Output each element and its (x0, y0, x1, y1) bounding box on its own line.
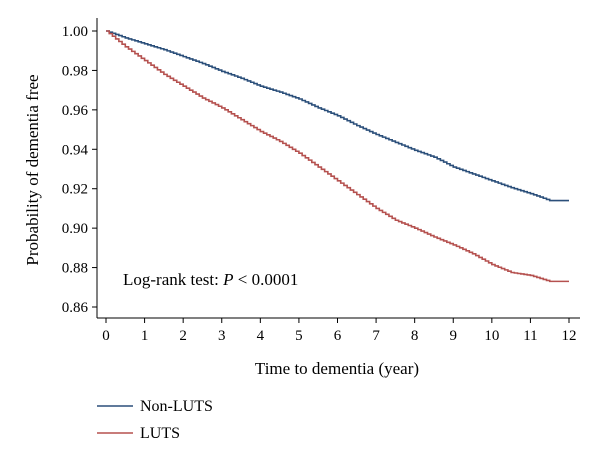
y-tick-label: 0.90 (62, 221, 88, 237)
x-tick-label: 11 (523, 328, 537, 344)
x-tick-label: 9 (450, 328, 458, 344)
y-tick-label: 1.00 (62, 24, 88, 40)
y-tick-label: 0.86 (62, 300, 89, 316)
x-tick-label: 7 (372, 328, 380, 344)
series-line-non-luts (106, 30, 569, 202)
y-tick-label: 0.92 (62, 182, 88, 198)
y-ticks: 0.86 0.88 0.90 0.92 0.94 0.96 0.98 1.00 (62, 24, 97, 316)
y-axis-title: Probability of dementia free (23, 74, 42, 265)
x-tick-label: 1 (141, 328, 149, 344)
y-tick-label: 0.96 (62, 103, 89, 119)
x-tick-label: 5 (295, 328, 303, 344)
y-tick-label: 0.88 (62, 261, 88, 277)
x-ticks: 0 1 2 3 4 5 6 7 8 9 10 11 12 (102, 318, 577, 344)
annotation-p: P (222, 270, 233, 289)
log-rank-annotation: Log-rank test: P < 0.0001 (123, 270, 298, 289)
y-tick-label: 0.98 (62, 63, 88, 79)
legend-label-luts: LUTS (140, 425, 180, 442)
x-tick-label: 12 (562, 328, 577, 344)
x-tick-label: 0 (102, 328, 110, 344)
series-lines (106, 30, 569, 283)
x-tick-label: 3 (218, 328, 226, 344)
x-tick-label: 6 (334, 328, 342, 344)
x-tick-label: 4 (257, 328, 265, 344)
x-tick-label: 2 (179, 328, 187, 344)
x-axis-title: Time to dementia (year) (255, 359, 419, 378)
x-tick-label: 10 (484, 328, 499, 344)
x-tick-label: 8 (411, 328, 419, 344)
annotation-prefix: Log-rank test: (123, 270, 223, 289)
y-tick-label: 0.94 (62, 142, 89, 158)
legend: Non-LUTS LUTS (97, 398, 213, 442)
legend-label-non-luts: Non-LUTS (140, 398, 213, 415)
series-line-luts (106, 30, 569, 283)
annotation-suffix: < 0.0001 (233, 270, 298, 289)
